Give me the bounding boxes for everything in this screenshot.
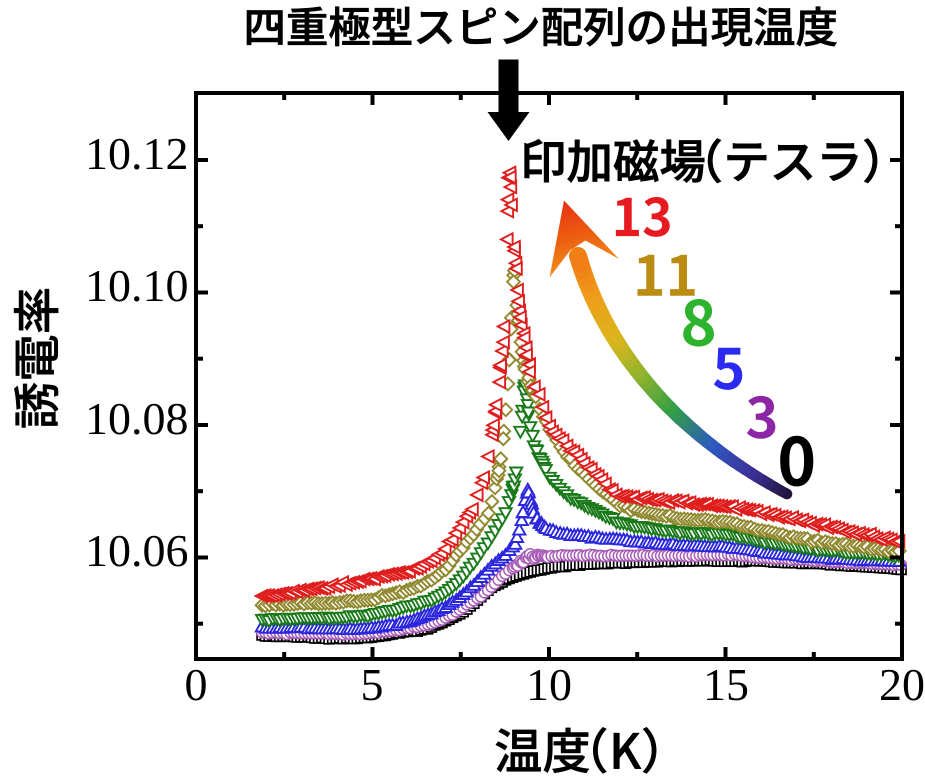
svg-text:10.10: 10.10 xyxy=(85,260,189,311)
svg-text:10.08: 10.08 xyxy=(85,393,189,444)
svg-text:10: 10 xyxy=(526,659,572,710)
svg-text:15: 15 xyxy=(703,659,749,710)
svg-text:20: 20 xyxy=(879,659,925,710)
svg-text:10.12: 10.12 xyxy=(85,128,189,179)
svg-text:10.06: 10.06 xyxy=(85,525,189,576)
svg-text:0: 0 xyxy=(185,659,208,710)
svg-text:5: 5 xyxy=(361,659,384,710)
